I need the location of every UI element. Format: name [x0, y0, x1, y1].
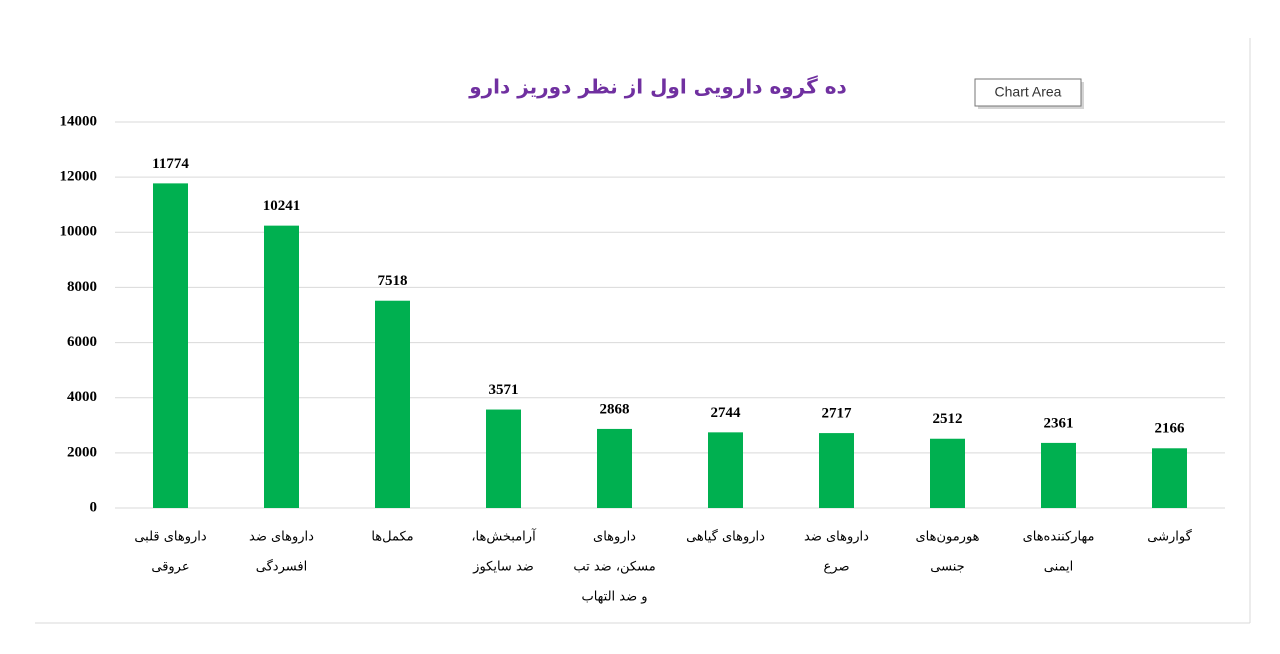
x-tick-label: داروهای ضد: [249, 530, 314, 545]
bar: [597, 428, 632, 508]
value-label: 2868: [600, 401, 630, 417]
bar: [708, 432, 743, 508]
x-tick-label: ایمنی: [1044, 560, 1074, 575]
y-tick-label: 14000: [60, 113, 98, 129]
tooltip-text: Chart Area: [995, 84, 1062, 100]
x-tick-label: داروهای گیاهی: [686, 529, 765, 545]
value-label: 7518: [378, 273, 408, 289]
value-label: 2717: [822, 406, 853, 422]
y-tick-label: 2000: [67, 444, 97, 460]
value-label: 2744: [711, 405, 742, 421]
bar: [264, 225, 299, 509]
x-tick-label: داروهای: [593, 530, 636, 545]
bar: [375, 300, 410, 508]
x-tick-label: عروقی: [151, 560, 189, 575]
bar: [153, 183, 188, 508]
x-tick-label: جنسی: [930, 560, 964, 575]
x-tick-label: مکمل‌ها: [371, 530, 413, 545]
x-tick-label: آرامبخش‌ها،: [471, 528, 537, 545]
x-tick-label: گوارشی: [1147, 529, 1192, 545]
value-label: 2166: [1155, 421, 1186, 437]
x-tick-label: مسکن، ضد تب: [573, 560, 655, 575]
x-tick-label: و ضد التهاب: [581, 590, 647, 605]
x-tick-label: هورمون‌های: [915, 530, 979, 545]
bar: [1152, 448, 1187, 508]
y-tick-label: 8000: [67, 279, 97, 295]
y-tick-label: 10000: [60, 224, 98, 240]
value-label: 2512: [933, 411, 963, 427]
chart-title: ده گروه دارویی اول از نظر دوریز دارو: [468, 75, 847, 99]
value-label: 11774: [152, 156, 189, 172]
tooltip-box: [974, 78, 1082, 107]
value-label: 2361: [1044, 415, 1074, 431]
x-tick-label: داروهای قلبی: [134, 530, 207, 545]
value-label: 3571: [489, 382, 519, 398]
x-tick-label: صرع: [824, 560, 850, 575]
x-tick-label: داروهای ضد: [804, 530, 869, 545]
bar: [1041, 442, 1076, 508]
y-tick-label: 6000: [67, 334, 97, 350]
x-tick-label: مهارکننده‌های: [1023, 530, 1095, 545]
x-tick-label: ضد سایکوز: [472, 560, 534, 575]
x-tick-label: افسردگی: [256, 559, 307, 575]
y-tick-label: 4000: [67, 389, 97, 405]
y-tick-label: 12000: [60, 169, 98, 185]
bar: [486, 409, 521, 508]
y-tick-label: 0: [90, 499, 98, 515]
bar: [819, 433, 854, 508]
value-label: 10241: [263, 198, 301, 214]
bar: [930, 438, 965, 508]
tooltip: Chart Area: [974, 78, 1084, 109]
